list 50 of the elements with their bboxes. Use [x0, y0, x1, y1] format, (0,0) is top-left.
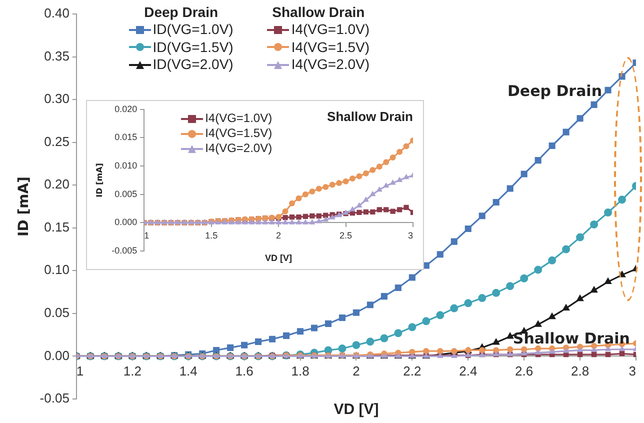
x-tick-label: 3	[408, 230, 413, 241]
x-tick-label: 1	[144, 230, 150, 241]
y-tick-label: 0.30	[44, 91, 70, 106]
y-tick-label: -0.05	[40, 390, 70, 406]
legend-label: I4(VG=1.0V)	[205, 111, 272, 126]
annotation: Deep Drain	[507, 82, 602, 100]
y-tick-label: -0.005	[112, 245, 138, 256]
x-tick-label: 2	[352, 364, 360, 379]
legend-label: I4(VG=1.0V)	[291, 21, 370, 38]
x-tick-label: 2.5	[340, 230, 352, 241]
x-tick-label: 2	[276, 230, 282, 241]
x-tick-label: 1.5	[205, 230, 218, 241]
y-tick-label: 0.25	[44, 134, 70, 149]
legend-label: ID(VG=1.5V)	[152, 38, 234, 56]
legend-label: I4(VG=1.5V)	[205, 126, 272, 141]
legend-label: I4(VG=2.0V)	[205, 141, 272, 156]
legend-label: I4(VG=2.0V)	[291, 56, 370, 74]
x-axis-title: VD [V]	[334, 401, 379, 418]
x-tick-label: 2.6	[515, 364, 534, 379]
y-tick-label: 0.10	[44, 262, 70, 278]
y-tick-label: 0.15	[44, 219, 70, 234]
y-axis-title: ID [mA]	[94, 163, 104, 198]
legend-label: ID(VG=1.0V)	[152, 21, 234, 38]
y-tick-label: 0.015	[114, 132, 138, 142]
x-tick-label: 2.2	[403, 364, 422, 379]
annotation: Shallow Drain	[512, 329, 630, 348]
annotation: Shallow Drain	[271, 4, 366, 20]
x-tick-label: 1.4	[179, 364, 198, 379]
y-tick-label: 0.000	[114, 217, 138, 228]
y-tick-label: 0.010	[114, 160, 138, 171]
y-tick-label: 0.20	[44, 176, 70, 192]
x-tick-label: 3	[628, 364, 636, 379]
chart-title: Shallow Drain	[327, 109, 413, 124]
x-tick-label: 1	[76, 364, 84, 379]
annotation: Deep Drain	[143, 4, 220, 20]
y-tick-label: 0.005	[114, 188, 138, 199]
legend-label: I4(VG=1.5V)	[291, 38, 370, 56]
y-axis-title: ID [mA]	[16, 176, 32, 236]
x-tick-label: 1.6	[235, 364, 254, 379]
y-tick-label: 0.05	[44, 305, 70, 320]
x-tick-label: 1.2	[123, 364, 142, 379]
x-tick-label: 1.8	[291, 364, 310, 379]
y-tick-label: 0.020	[114, 104, 138, 114]
x-tick-label: 2.8	[571, 364, 590, 379]
x-tick-label: 2.4	[459, 364, 478, 379]
y-tick-label: 0.40	[44, 6, 70, 21]
legend-label: ID(VG=2.0V)	[152, 56, 234, 74]
y-tick-label: 0.35	[44, 48, 70, 64]
x-axis-title: VD [V]	[265, 253, 292, 263]
y-tick-label: 0.00	[44, 348, 70, 363]
